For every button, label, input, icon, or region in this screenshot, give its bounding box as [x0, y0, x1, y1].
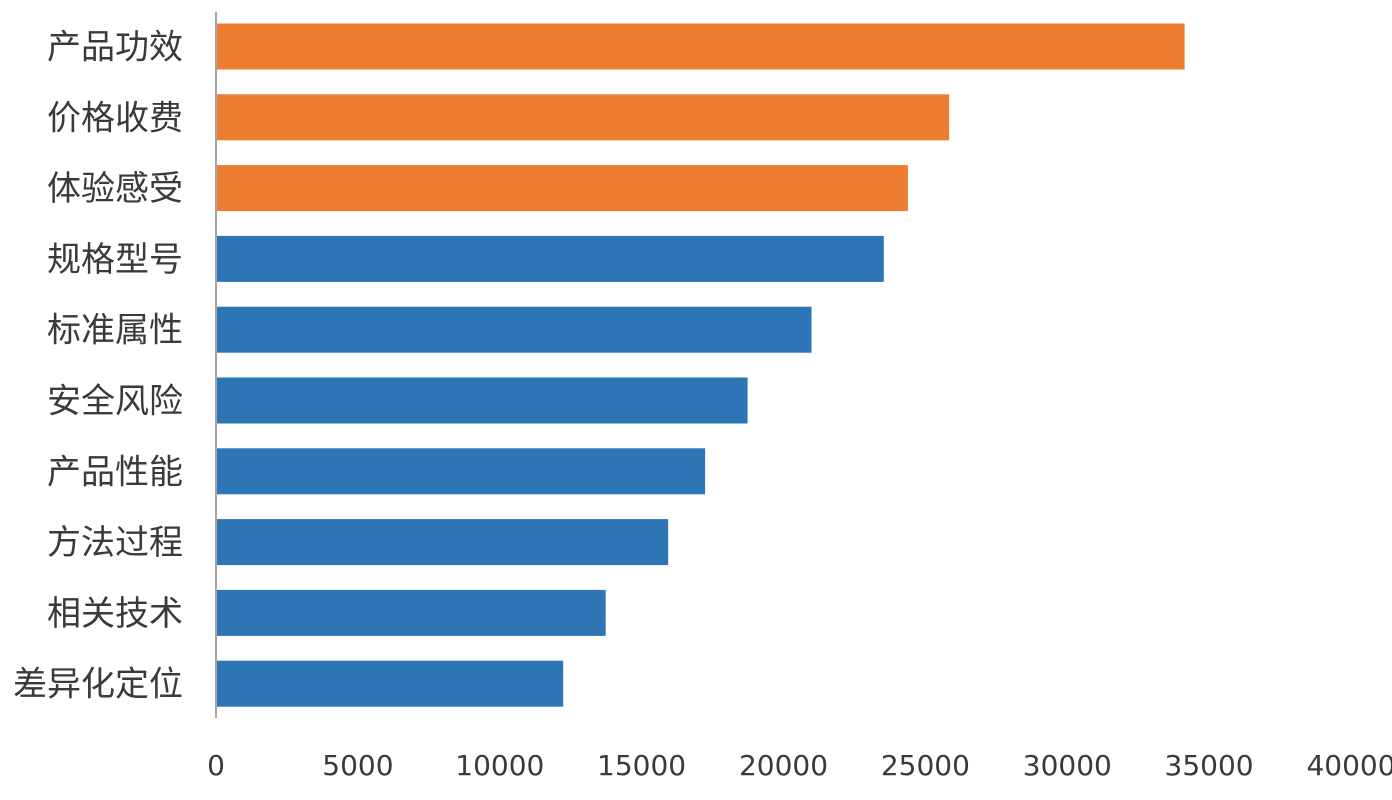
x-tick-label: 40000: [1306, 749, 1392, 782]
x-tick-label: 35000: [1165, 749, 1254, 782]
bar: [217, 448, 706, 495]
x-tick-label: 0: [207, 749, 225, 782]
x-tick-label: 5000: [322, 749, 393, 782]
x-tick-label: 30000: [1023, 749, 1112, 782]
category-label: 产品性能: [47, 452, 183, 492]
category-label: 方法过程: [47, 523, 183, 563]
bar: [217, 306, 812, 353]
category-label: 产品功效: [47, 28, 183, 68]
category-label: 相关技术: [47, 594, 183, 634]
category-label: 标准属性: [47, 311, 183, 351]
category-label: 差异化定位: [13, 665, 183, 705]
bar: [217, 660, 564, 707]
bar: [217, 235, 884, 282]
bar-series: [217, 23, 1185, 707]
bar: [217, 94, 950, 141]
category-label: 规格型号: [47, 240, 183, 280]
bar: [217, 377, 748, 424]
bar: [217, 519, 669, 566]
bar: [217, 165, 908, 212]
bar: [217, 589, 606, 636]
category-labels: 产品功效价格收费体验感受规格型号标准属性安全风险产品性能方法过程相关技术差异化定…: [13, 28, 183, 705]
category-label: 价格收费: [47, 98, 183, 138]
bar: [217, 23, 1185, 70]
x-tick-label: 10000: [455, 749, 544, 782]
category-label: 安全风险: [47, 382, 183, 422]
x-tick-label: 15000: [597, 749, 686, 782]
x-tick-label: 25000: [881, 749, 970, 782]
x-axis-tick-labels: 0 5000 10000 15000 20000 25000 30000 35000 40000: [207, 749, 1392, 782]
category-label: 体验感受: [47, 169, 183, 209]
x-tick-label: 20000: [739, 749, 828, 782]
